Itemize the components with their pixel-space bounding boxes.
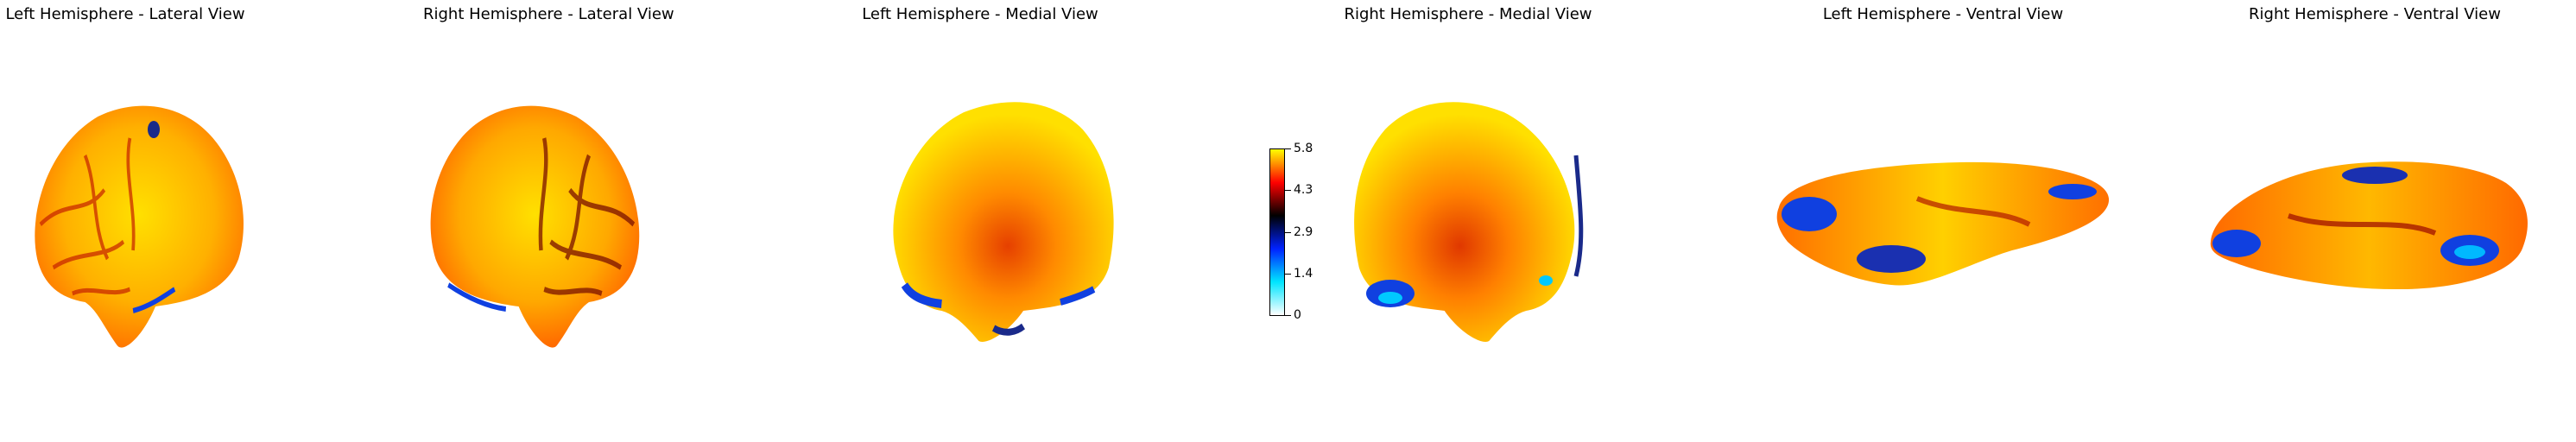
- panel-title: Right Hemisphere - Ventral View: [2249, 5, 2501, 23]
- colorbar: [1269, 148, 1285, 316]
- panel-left-ventral: Left Hemisphere - Ventral View: [1770, 0, 2116, 442]
- brain-surface-left-ventral: [1776, 161, 2110, 286]
- colorbar-tick: [1285, 232, 1291, 233]
- panel-left-lateral: Left Hemisphere - Lateral View: [0, 0, 250, 442]
- brain-surface-right-medial: [1354, 102, 1584, 342]
- colorbar-tick: [1285, 190, 1291, 191]
- colorbar-tick-label: 2.9: [1294, 225, 1313, 239]
- colorbar-tick-label: 5.8: [1294, 142, 1313, 155]
- panel-right-medial: Right Hemisphere - Medial View: [1334, 0, 1602, 442]
- brain-surface-right-lateral: [430, 105, 640, 348]
- panel-title: Left Hemisphere - Medial View: [862, 5, 1098, 23]
- panel-title: Right Hemisphere - Medial View: [1344, 5, 1592, 23]
- colorbar-tick: [1285, 148, 1291, 149]
- colorbar-tick-label: 4.3: [1294, 183, 1313, 197]
- panel-title: Left Hemisphere - Lateral View: [5, 5, 245, 23]
- panel-right-lateral: Right Hemisphere - Lateral View: [423, 0, 674, 442]
- colorbar-tick: [1285, 274, 1291, 275]
- colorbar-tick: [1285, 315, 1291, 316]
- panel-title: Left Hemisphere - Ventral View: [1822, 5, 2064, 23]
- colorbar-tick-label: 0: [1294, 308, 1301, 322]
- panel-left-medial: Left Hemisphere - Medial View: [846, 0, 1114, 442]
- panel-right-ventral: Right Hemisphere - Ventral View: [2202, 0, 2548, 442]
- panel-title: Right Hemisphere - Lateral View: [423, 5, 674, 23]
- colorbar-tick-label: 1.4: [1294, 267, 1313, 281]
- brain-surface-left-medial: [893, 102, 1114, 342]
- brain-surface-left-lateral: [35, 105, 244, 348]
- brain-surface-right-ventral: [2210, 161, 2528, 290]
